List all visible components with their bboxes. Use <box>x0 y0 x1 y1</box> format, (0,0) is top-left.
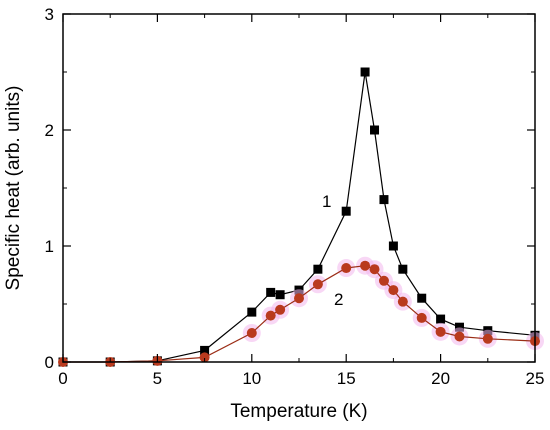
series-2-point-17 <box>454 331 465 342</box>
y-axis-title: Specific heat (arb. units) <box>3 86 24 291</box>
series-1-point-16 <box>436 314 446 324</box>
y-tick-label-0: 0 <box>45 353 54 372</box>
series-1-point-10 <box>360 67 370 77</box>
y-tick-label-1: 1 <box>45 237 54 256</box>
x-tick-label-3: 15 <box>337 369 356 388</box>
series-1-point-4 <box>247 307 257 317</box>
series-2-point-12 <box>378 275 389 286</box>
series-2-point-8 <box>312 279 323 290</box>
series-1-point-13 <box>388 241 398 251</box>
series-2-point-18 <box>482 333 493 344</box>
series-1-point-5 <box>266 287 276 297</box>
series-2-point-13 <box>388 285 399 296</box>
series-2-point-4 <box>246 328 257 338</box>
x-tick-label-0: 0 <box>58 369 67 388</box>
y-tick-label-2: 2 <box>45 121 54 140</box>
series-1-point-6 <box>275 290 285 300</box>
series-1-point-8 <box>313 264 323 274</box>
curve-label-1: 1 <box>322 192 331 211</box>
plot-area <box>63 14 535 362</box>
series-2-point-16 <box>435 326 446 337</box>
labels-layer: Temperature (K) Specific heat (arb. unit… <box>3 86 368 422</box>
series-2-point-14 <box>397 296 408 307</box>
series-2-point-5 <box>265 310 276 321</box>
series-2-point-15 <box>416 312 427 323</box>
series-1-point-14 <box>398 264 408 274</box>
series-1-point-17 <box>454 322 464 332</box>
series-1-point-12 <box>379 195 389 205</box>
x-tick-label-5: 25 <box>526 369 545 388</box>
series-2-point-3 <box>199 352 210 363</box>
axes-layer: 0 5 10 15 20 25 0 1 2 3 <box>45 5 545 388</box>
x-tick-label-1: 5 <box>153 369 162 388</box>
y-tick-label-3: 3 <box>45 5 54 24</box>
series-2-point-10 <box>360 260 371 271</box>
curve-label-2: 2 <box>334 290 343 309</box>
series-1-point-15 <box>417 293 427 303</box>
plot-background <box>63 14 535 362</box>
series-1-point-9 <box>341 206 351 216</box>
series-1-point-11 <box>370 125 380 135</box>
x-axis-title: Temperature (K) <box>230 401 367 422</box>
x-tick-label-2: 10 <box>242 369 261 388</box>
x-tick-label-4: 20 <box>431 369 450 388</box>
series-2-point-7 <box>294 293 304 304</box>
series-1-point-3 <box>200 345 210 355</box>
series-2-point-11 <box>369 264 380 275</box>
series-2-point-6 <box>275 304 286 315</box>
series-2-point-9 <box>341 263 352 274</box>
